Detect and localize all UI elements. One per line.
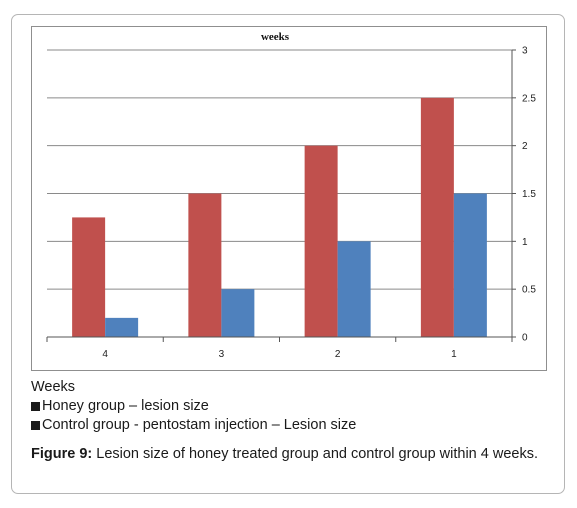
y-tick-label: 2 bbox=[522, 141, 528, 152]
bar-honey bbox=[304, 145, 338, 337]
legend-item-honey: Honey group – lesion size bbox=[31, 397, 356, 416]
y-tick-label: 3 bbox=[522, 46, 528, 57]
x-tick-label: 3 bbox=[219, 349, 225, 360]
legend-heading: Weeks bbox=[31, 379, 76, 395]
legend-item-control: Control group - pentostam injection – Le… bbox=[31, 416, 356, 435]
bar-honey bbox=[72, 217, 106, 337]
caption-label: Figure 9: bbox=[31, 446, 93, 462]
y-tick-label: 0 bbox=[522, 333, 528, 344]
bars bbox=[72, 97, 487, 337]
bar-control bbox=[221, 289, 255, 337]
y-tick-label: 2.5 bbox=[522, 93, 536, 104]
bar-chart: 0 0.5 1 1.5 2 2.5 3 4 3 2 1 weeks bbox=[46, 31, 536, 360]
figure-frame bbox=[11, 14, 565, 494]
figure-caption: Figure 9: Lesion size of honey treated g… bbox=[31, 445, 548, 464]
bar-control bbox=[337, 241, 371, 337]
bar-control bbox=[105, 317, 139, 337]
x-tick-label: 2 bbox=[335, 349, 341, 360]
axes: 0 0.5 1 1.5 2 2.5 3 4 3 2 1 bbox=[46, 46, 536, 360]
bar-honey bbox=[188, 193, 222, 337]
legend-label-control: Control group - pentostam injection – Le… bbox=[42, 417, 357, 433]
chart-title: weeks bbox=[261, 31, 290, 43]
x-tick-label: 1 bbox=[451, 349, 457, 360]
y-tick-label: 1 bbox=[522, 237, 528, 248]
y-tick-label: 1.5 bbox=[522, 189, 536, 200]
caption-text: Lesion size of honey treated group and c… bbox=[92, 446, 538, 462]
bar-control bbox=[453, 193, 487, 337]
bar-honey bbox=[420, 97, 454, 337]
y-tick-label: 0.5 bbox=[522, 285, 536, 296]
legend-label-honey: Honey group – lesion size bbox=[42, 398, 209, 414]
x-tick-label: 4 bbox=[102, 349, 108, 360]
legend-square-icon bbox=[31, 421, 40, 430]
legend: Weeks Honey group – lesion size Control … bbox=[31, 378, 356, 435]
legend-square-icon bbox=[31, 402, 40, 411]
